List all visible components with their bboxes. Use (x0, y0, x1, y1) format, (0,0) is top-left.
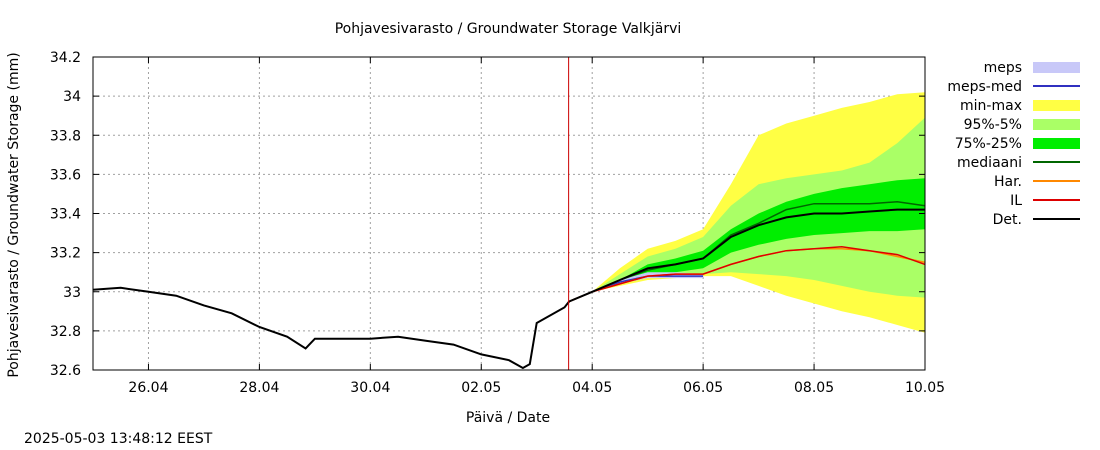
y-axis-label: Pohjavesivarasto / Groundwater Storage (… (6, 52, 22, 377)
x-tick-label: 06.05 (683, 380, 723, 396)
legend-label: mediaani (957, 155, 1022, 171)
legend-label: 75%-25% (955, 136, 1022, 152)
legend-swatch (1033, 62, 1080, 73)
legend-item: Har. (994, 174, 1080, 190)
legend-item: min-max (960, 98, 1080, 114)
x-tick-label: 08.05 (794, 380, 834, 396)
legend-label: min-max (960, 98, 1022, 114)
band-75-25- (569, 178, 925, 302)
band-95-5- (569, 117, 925, 302)
legend-item: 95%-5% (964, 117, 1080, 133)
y-axis-ticks: 32.6 32.8 33 33.2 33.4 33.6 33.8 34 34.2 (50, 50, 925, 379)
observed-series (92, 286, 570, 370)
y-tick-label: 33.2 (50, 246, 81, 262)
legend-label: meps-med (947, 79, 1022, 95)
timestamp: 2025-05-03 13:48:12 EEST (24, 431, 213, 447)
legend-swatch (1033, 119, 1080, 130)
legend-label: 95%-5% (964, 117, 1022, 133)
legend-item: mediaani (957, 155, 1080, 171)
series-il (568, 246, 926, 303)
legend-item: IL (1010, 193, 1080, 209)
x-tick-label: 04.05 (572, 380, 612, 396)
legend-label: IL (1010, 193, 1022, 209)
y-tick-label: 32.6 (50, 363, 81, 379)
legend-item: meps (984, 60, 1080, 76)
y-tick-label: 33.6 (50, 167, 81, 183)
legend-label: Har. (994, 174, 1022, 190)
x-tick-label: 02.05 (461, 380, 501, 396)
legend-item: Det. (993, 212, 1080, 228)
x-axis-label: Päivä / Date (466, 410, 550, 426)
legend-label: Det. (993, 212, 1022, 228)
x-tick-label: 30.04 (350, 380, 390, 396)
legend-label: meps (984, 60, 1022, 76)
y-tick-label: 32.8 (50, 324, 81, 340)
y-tick-label: 34.2 (50, 50, 81, 66)
x-tick-label: 10.05 (905, 380, 945, 396)
y-tick-label: 33 (63, 285, 81, 301)
forecast-lines (568, 201, 926, 303)
x-tick-label: 26.04 (128, 380, 168, 396)
x-tick-label: 28.04 (239, 380, 279, 396)
legend-item: meps-med (947, 79, 1080, 95)
y-tick-label: 33.8 (50, 128, 81, 144)
legend-swatch (1033, 100, 1080, 111)
legend-swatch (1033, 138, 1080, 149)
chart-title: Pohjavesivarasto / Groundwater Storage V… (335, 21, 682, 37)
y-tick-label: 33.4 (50, 207, 81, 223)
series-observed (92, 286, 570, 370)
grid-lines (93, 57, 925, 370)
legend-item: 75%-25% (955, 136, 1080, 152)
x-axis-ticks: 26.04 28.04 30.04 02.05 04.05 06.05 08.05 10.05 (128, 57, 945, 396)
forecast-bands (569, 92, 925, 333)
series-det- (568, 208, 925, 303)
legend: meps meps-med min-max 95%-5% 75%-25% mediaani… (947, 60, 1080, 228)
y-tick-label: 34 (63, 89, 81, 105)
